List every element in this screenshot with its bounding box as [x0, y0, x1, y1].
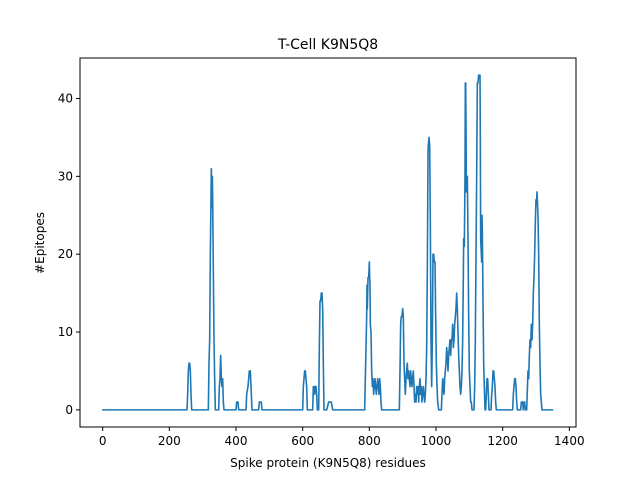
x-tick-label: 400 — [225, 434, 248, 448]
x-tick-label: 0 — [99, 434, 107, 448]
chart-title: T-Cell K9N5Q8 — [277, 37, 378, 53]
x-tick-label: 1400 — [554, 434, 585, 448]
series-line-0 — [101, 74, 554, 411]
y-tick-label: 30 — [58, 169, 73, 183]
x-tick-label: 1200 — [487, 434, 518, 448]
y-tick-label: 20 — [58, 247, 73, 261]
x-tick-label: 1000 — [421, 434, 452, 448]
x-tick-label: 200 — [158, 434, 181, 448]
x-axis-ticks: 0 200 400 600 800 1000 1200 1400 — [99, 427, 585, 448]
x-tick-label: 800 — [358, 434, 381, 448]
plot-frame — [79, 57, 577, 428]
y-axis-label: #Epitopes — [33, 212, 47, 274]
series-layer — [101, 74, 554, 411]
x-tick-label: 600 — [291, 434, 314, 448]
y-tick-label: 40 — [58, 91, 73, 105]
y-axis-ticks: 0 10 20 30 40 — [58, 91, 80, 417]
y-tick-label: 10 — [58, 325, 73, 339]
y-tick-label: 0 — [65, 403, 73, 417]
x-axis-label: Spike protein (K9N5Q8) residues — [230, 456, 426, 470]
